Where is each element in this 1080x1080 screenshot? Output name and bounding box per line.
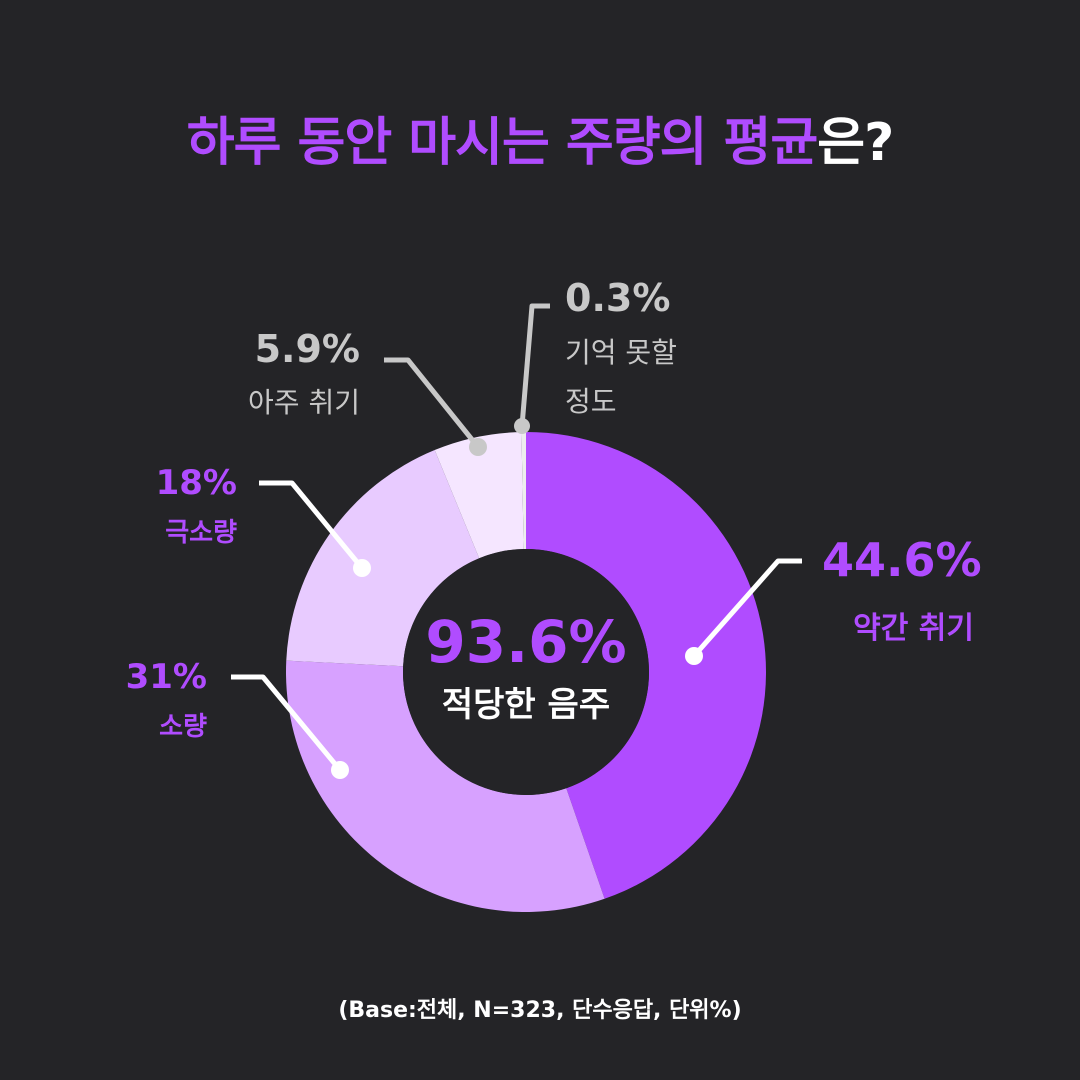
slice-name-label: 아주 취기 <box>248 386 360 419</box>
callout-dot-0 <box>685 647 703 665</box>
donut-slices <box>285 432 767 913</box>
slice-name-label: 소량 <box>159 712 207 742</box>
slice-name-label-line2: 정도 <box>565 385 617 418</box>
callout-line-1 <box>231 674 342 772</box>
callout-line-2 <box>259 480 364 570</box>
donut-slice-3 <box>434 432 524 559</box>
callouts <box>231 303 802 779</box>
slice-value-label: 18% <box>156 463 237 503</box>
callout-line-4 <box>519 303 550 427</box>
callout-dot-2 <box>353 559 371 577</box>
slice-value-label: 0.3% <box>565 276 670 320</box>
donut-slice-2 <box>286 450 480 667</box>
footnote: (Base:전체, N=323, 단수응답, 단위%) <box>338 998 742 1023</box>
title-rest: 은? <box>817 113 894 173</box>
chart-title: 하루 동안 마시는 주량의 평균은? <box>0 100 1080 175</box>
center-label: 적당한 음주 <box>442 685 610 725</box>
donut-slice-1 <box>285 660 605 913</box>
callout-dot-4 <box>514 418 530 434</box>
slice-labels: 44.6% 약간 취기 31% 소량 18% 극소량 5.9% 아주 취기 0.… <box>126 276 982 742</box>
slice-value-label: 44.6% <box>822 533 982 587</box>
slice-name-label-line1: 기억 못할 <box>565 336 677 369</box>
title-highlight: 하루 동안 마시는 주량의 평균 <box>186 113 818 173</box>
donut-hole <box>403 549 649 795</box>
center-value: 93.6% <box>425 608 626 676</box>
callout-line-0 <box>692 558 802 658</box>
callout-dot-3 <box>469 438 487 456</box>
callout-line-3 <box>384 357 480 449</box>
slice-value-label: 5.9% <box>255 327 360 371</box>
callout-dot-1 <box>331 761 349 779</box>
donut-slice-4 <box>521 432 526 550</box>
donut-slice-0 <box>526 432 767 899</box>
slice-name-label: 약간 취기 <box>853 611 974 646</box>
slice-name-label: 극소량 <box>165 518 237 548</box>
slice-value-label: 31% <box>126 657 207 697</box>
